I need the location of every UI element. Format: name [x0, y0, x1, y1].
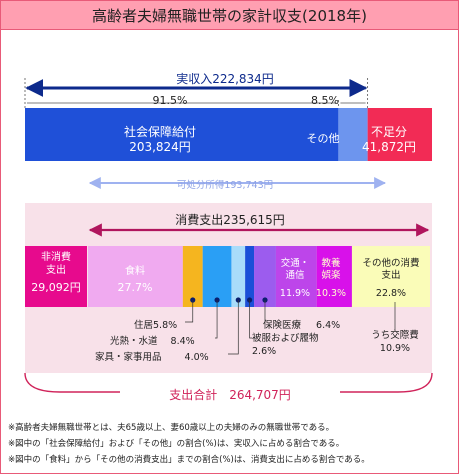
food-pct: 27.7%	[117, 280, 153, 294]
housing-label: 住居5.8%	[134, 317, 177, 331]
utilities-pct: 8.4%	[170, 336, 195, 347]
medical-name: 保険医療	[263, 320, 302, 331]
culture-name: 教養娯楽	[321, 258, 341, 281]
spending-bar-medical	[254, 246, 276, 307]
transport-pct: 11.9%	[279, 287, 311, 299]
non-consumption-name: 非消費支出	[41, 252, 71, 276]
housing-name: 住居	[134, 320, 154, 331]
spending-bar-other_spending	[351, 246, 430, 307]
utilities-name: 光熱・水道	[110, 336, 158, 347]
clothing-pct: 2.6%	[252, 345, 277, 357]
sub-item-name: うち交際費	[371, 330, 419, 341]
deficit-name: 不足分	[370, 125, 407, 139]
title-banner: 高齢者夫婦無職世帯の家計収支(2018年)	[0, 0, 459, 30]
furniture-label: 家具・家事用品 4.0%	[95, 349, 209, 363]
note-2: ※図中の「社会保障給付」および「その他」の割合(%)は、実収入に占める割合である…	[8, 439, 345, 449]
leader-furniture	[228, 300, 239, 355]
furniture-pct: 4.0%	[184, 352, 209, 363]
income-label: 実収入222,834円	[176, 72, 274, 86]
sub-item-pct: 10.9%	[379, 342, 411, 354]
furniture-name: 家具・家事用品	[95, 352, 162, 363]
other-spending-label: その他の消費支出 22.8%	[350, 258, 432, 300]
spending-bar-utilities	[202, 246, 232, 307]
other-income-pct: 8.5%	[311, 94, 339, 107]
culture-pct: 10.3%	[315, 287, 347, 299]
non-consumption-value: 29,092円	[31, 281, 81, 294]
leader-clothing	[249, 300, 252, 339]
spending-bar-transport	[275, 246, 317, 307]
note-3: ※図中の「食料」から「その他の消費支出」までの割合(%)は、消費支出に占める割合…	[8, 455, 370, 465]
social-security-bar	[25, 108, 339, 161]
medical-label: 保険医療 6.4%	[263, 317, 340, 331]
food-name: 食料	[125, 266, 145, 277]
spending-bar-furniture	[231, 246, 246, 307]
spending-bar-food	[88, 246, 183, 307]
non-consumption-bar	[25, 246, 87, 307]
leader-housing	[185, 300, 194, 323]
deficit-value: 41,872円	[362, 140, 416, 154]
food-label: 食料 27.7%	[90, 266, 180, 294]
medical-pct: 6.4%	[316, 320, 341, 331]
culture-label: 教養娯楽 10.3%	[314, 258, 348, 300]
title-banner-bg	[0, 0, 459, 30]
social-security-pct: 91.5%	[152, 94, 188, 107]
other-spending-pct: 22.8%	[375, 287, 407, 299]
leader-utilities	[215, 300, 218, 339]
total-spending-label: 支出合計 264,707円	[169, 388, 291, 402]
social-security-label: 社会保障給付 203,824円	[50, 125, 270, 155]
social-security-value: 203,824円	[129, 140, 191, 154]
sub-item-label: うち交際費 10.9%	[360, 330, 430, 356]
transport-name: 交通・通信	[280, 258, 310, 281]
utilities-label: 光熱・水道 8.4%	[110, 333, 195, 347]
transport-label: 交通・通信 11.9%	[275, 258, 315, 300]
clothing-name: 被服および履物	[252, 333, 319, 344]
housing-pct: 5.8%	[153, 320, 178, 331]
chart-title: 高齢者夫婦無職世帯の家計収支(2018年)	[92, 7, 367, 25]
non-consumption-label: 非消費支出 29,092円	[27, 252, 85, 295]
clothing-label: 被服および履物 2.6%	[252, 333, 319, 359]
social-security-name: 社会保障給付	[123, 125, 196, 139]
deficit-label: 不足分 41,872円	[348, 125, 430, 155]
other-income-bar	[338, 108, 368, 161]
spending-bar-housing	[182, 246, 203, 307]
spending-bar-culture	[316, 246, 352, 307]
total-spending-bracket	[24, 372, 433, 393]
other-income-label: その他	[306, 132, 340, 145]
disposable-income-label: 可処分所得193,743円	[176, 180, 274, 191]
deficit-bar	[367, 108, 432, 161]
spending-label: 消費支出235,615円	[175, 213, 285, 227]
spending-bar-clothing	[245, 246, 255, 307]
other-spending-name: その他の消費支出	[362, 258, 420, 281]
note-1: ※高齢者夫婦無職世帯とは、夫65歳以上、妻60歳以上の夫婦のみの無職世帯である。	[8, 423, 335, 433]
